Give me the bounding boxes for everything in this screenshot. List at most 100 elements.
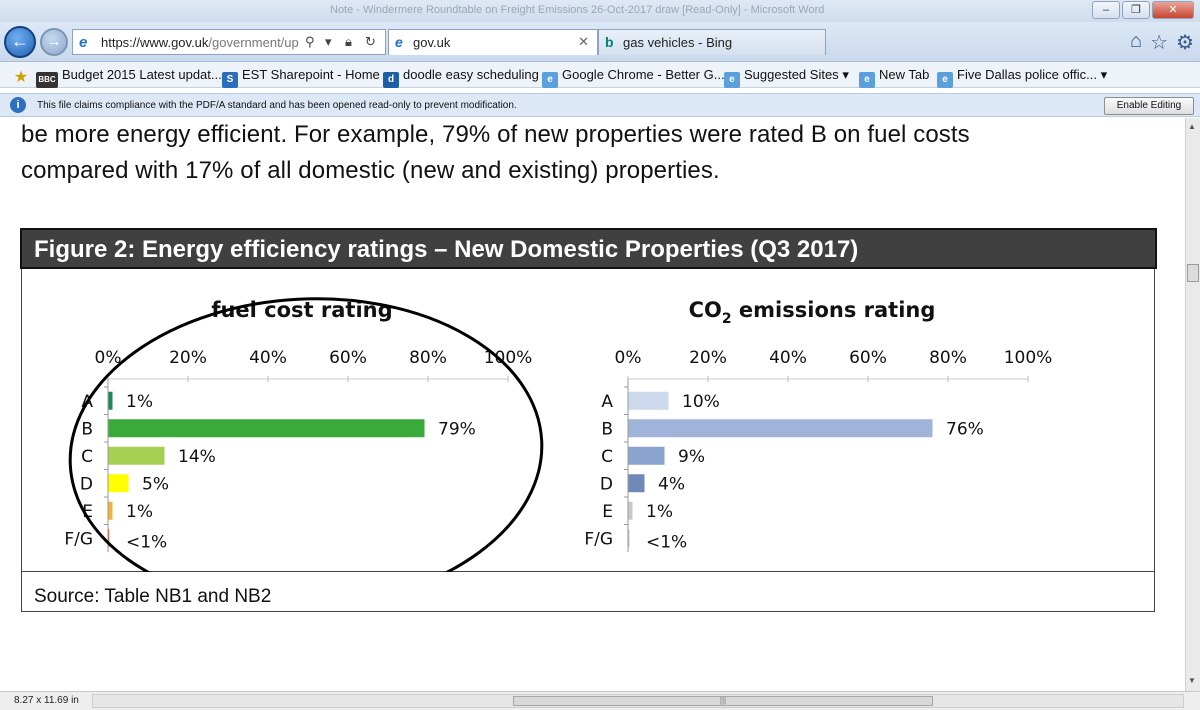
favorite-doodle[interactable]: d doodle easy scheduling xyxy=(383,67,539,88)
window-title-bar: Note - Windermere Roundtable on Freight … xyxy=(0,0,1200,22)
favorite-suggested-sites[interactable]: e Suggested Sites ▾ xyxy=(724,67,849,88)
bar-fg xyxy=(108,529,110,548)
bar-d xyxy=(108,474,129,493)
lock-icon[interactable]: 🔒︎ xyxy=(345,34,352,49)
ie-page-icon: e xyxy=(859,72,875,88)
browser-tools: ⌂ ☆ ⚙ xyxy=(1130,30,1194,55)
refresh-icon[interactable]: ↻ xyxy=(365,34,376,49)
x-tick-label: 100% xyxy=(484,348,533,368)
data-label: 5% xyxy=(142,474,169,494)
category-label: D xyxy=(600,474,613,494)
forward-button[interactable]: → xyxy=(40,28,68,56)
maximize-button[interactable]: ❐ xyxy=(1122,1,1150,19)
status-bar: 8.27 x 11.69 in ||| xyxy=(0,691,1200,710)
home-icon[interactable]: ⌂ xyxy=(1130,30,1143,52)
protected-view-message: This file claims compliance with the PDF… xyxy=(37,100,517,111)
dropdown-arrow-icon[interactable]: ▾ xyxy=(325,34,332,49)
data-label: 1% xyxy=(126,502,153,522)
ie-icon: e xyxy=(79,34,88,51)
data-label: 79% xyxy=(438,419,476,439)
doodle-icon: d xyxy=(383,72,399,88)
x-tick-label: 20% xyxy=(169,348,207,368)
address-url[interactable]: https://www.gov.uk/government/up xyxy=(101,35,299,50)
document-page: be more energy efficient. For example, 7… xyxy=(0,118,1185,691)
data-label: 1% xyxy=(646,502,673,522)
dropdown-arrow-icon: ▾ xyxy=(842,67,849,82)
category-label: C xyxy=(81,447,93,467)
horizontal-scrollbar[interactable]: ||| xyxy=(92,694,1184,708)
favorites-star-icon[interactable]: ☆ xyxy=(1150,32,1169,54)
search-icon[interactable]: ⚲ xyxy=(305,34,315,49)
figure-source: Source: Table NB1 and NB2 xyxy=(21,572,1155,612)
category-label: B xyxy=(81,419,93,439)
bar-d xyxy=(628,474,645,493)
category-label: A xyxy=(601,392,613,412)
favorite-dallas-police[interactable]: e Five Dallas police offic... ▾ xyxy=(937,67,1107,88)
page-size-label: 8.27 x 11.69 in xyxy=(14,695,79,706)
forward-arrow-icon: → xyxy=(46,33,62,50)
scroll-down-icon[interactable]: ▼ xyxy=(1188,676,1196,685)
bing-icon: b xyxy=(605,34,614,50)
close-button[interactable]: ✕ xyxy=(1152,1,1194,19)
address-bar[interactable]: e https://www.gov.uk/government/up ⚲ ▾ 🔒… xyxy=(72,29,386,55)
tab-close-icon[interactable]: ✕ xyxy=(578,34,589,49)
category-label: D xyxy=(80,474,93,494)
favorite-new-tab[interactable]: e New Tab xyxy=(859,67,929,88)
browser-nav-bar: ← → e https://www.gov.uk/government/up ⚲… xyxy=(0,22,1200,62)
ie-page-icon: e xyxy=(542,72,558,88)
bar-a xyxy=(628,391,669,410)
settings-gear-icon[interactable]: ⚙ xyxy=(1176,32,1194,54)
category-label: F/G xyxy=(584,529,613,549)
data-label: <1% xyxy=(646,532,687,552)
enable-editing-button[interactable]: Enable Editing xyxy=(1104,97,1194,115)
category-label: E xyxy=(82,502,93,522)
data-label: 4% xyxy=(658,474,685,494)
info-icon: i xyxy=(10,97,26,113)
tab-gov-uk[interactable]: e gov.uk ✕ xyxy=(388,29,598,55)
figure-title: Figure 2: Energy efficiency ratings – Ne… xyxy=(20,228,1157,269)
bar-b xyxy=(108,419,425,438)
data-label: 76% xyxy=(946,419,984,439)
favorite-google-chrome[interactable]: e Google Chrome - Better G... xyxy=(542,67,725,88)
ie-page-icon: e xyxy=(937,72,953,88)
x-tick-label: 80% xyxy=(409,348,447,368)
bar-c xyxy=(628,446,665,465)
data-label: 10% xyxy=(682,392,720,412)
vertical-scrollbar[interactable]: ▲ ▼ xyxy=(1185,118,1200,691)
back-arrow-icon: ← xyxy=(11,31,29,51)
tab-label: gas vehicles - Bing xyxy=(623,35,733,50)
bar-e xyxy=(108,501,113,520)
sharepoint-icon: S xyxy=(222,72,238,88)
hand-drawn-ellipse-annotation xyxy=(68,297,544,572)
favorites-star-add-icon[interactable]: ★ xyxy=(13,69,29,86)
x-tick-label: 60% xyxy=(329,348,367,368)
favorite-budget-2015[interactable]: BBC Budget 2015 Latest updat... xyxy=(36,67,222,88)
data-label: 14% xyxy=(178,447,216,467)
category-label: C xyxy=(601,447,613,467)
x-tick-label: 40% xyxy=(249,348,287,368)
dropdown-arrow-icon: ▾ xyxy=(1100,67,1108,82)
ie-page-icon: e xyxy=(724,72,740,88)
body-text-line-1: be more energy efficient. For example, 7… xyxy=(21,121,970,148)
bar-a xyxy=(108,391,113,410)
tab-bing[interactable]: b gas vehicles - Bing xyxy=(598,29,826,55)
body-text-line-2: compared with 17% of all domestic (new a… xyxy=(21,157,720,184)
scroll-up-icon[interactable]: ▲ xyxy=(1188,122,1196,131)
back-button[interactable]: ← xyxy=(4,26,36,58)
window-title: Note - Windermere Roundtable on Freight … xyxy=(330,4,825,16)
horizontal-scroll-thumb[interactable]: ||| xyxy=(513,696,933,706)
scroll-thumb[interactable] xyxy=(1187,264,1199,282)
protected-view-bar: i This file claims compliance with the P… xyxy=(0,93,1200,117)
x-tick-label: 100% xyxy=(1004,348,1053,368)
minimize-button[interactable]: – xyxy=(1092,1,1120,19)
x-tick-label: 0% xyxy=(615,348,642,368)
bar-c xyxy=(108,446,165,465)
favorite-est-sharepoint[interactable]: S EST Sharepoint - Home xyxy=(222,67,380,88)
x-tick-label: 20% xyxy=(689,348,727,368)
data-label: 1% xyxy=(126,392,153,412)
bbc-icon: BBC xyxy=(36,72,58,88)
category-label: B xyxy=(601,419,613,439)
chart-title: CO2 emissions rating xyxy=(689,298,936,327)
x-tick-label: 60% xyxy=(849,348,887,368)
